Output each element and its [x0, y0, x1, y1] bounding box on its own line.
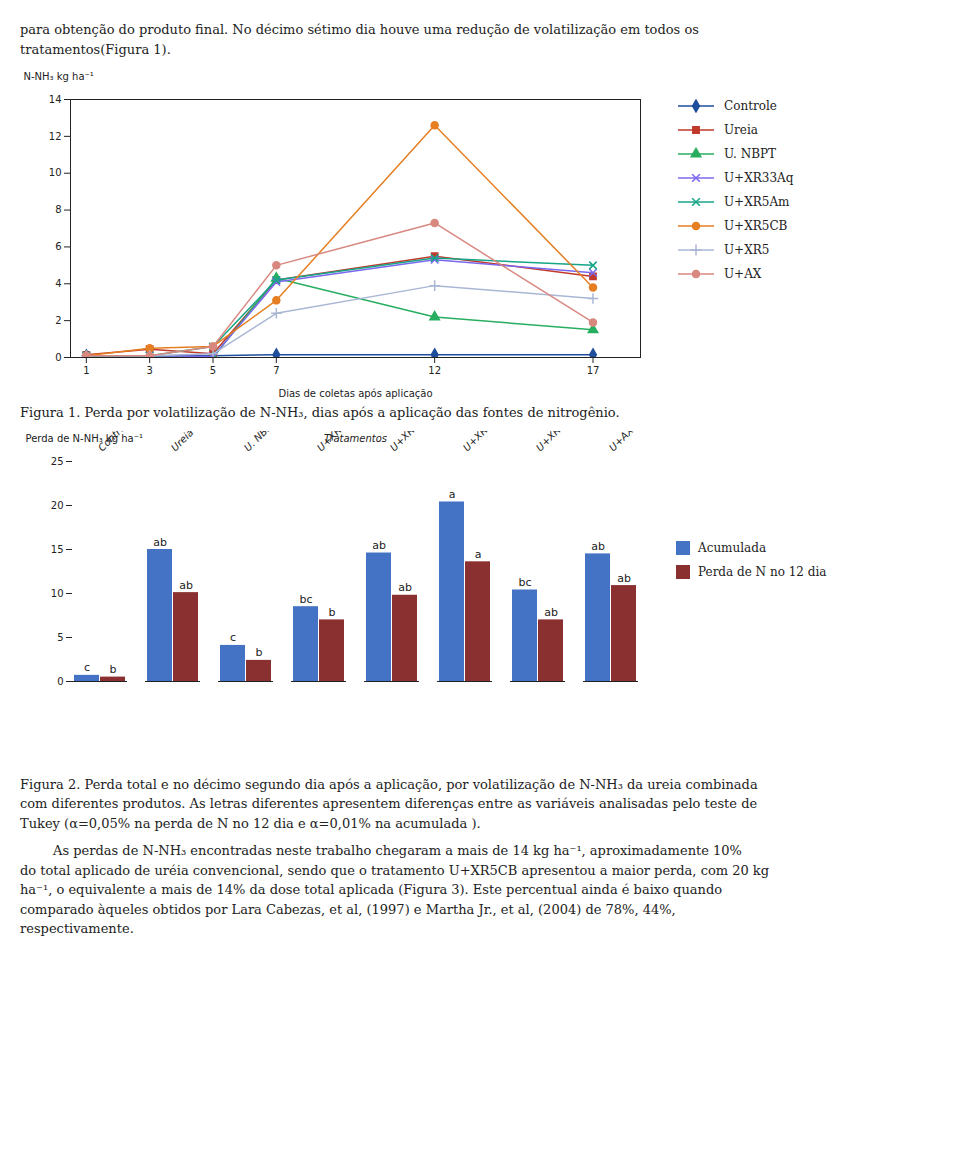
svg-text:c: c	[230, 631, 236, 644]
svg-text:6: 6	[55, 241, 61, 252]
html-text:Figura 2. Perda total e no déc: Figura 2. Perda total e no décimo segund…	[20, 776, 758, 831]
svg-text:b: b	[110, 663, 117, 676]
svg-text:U+XR5Am: U+XR5Am	[388, 431, 433, 453]
html-text:As perdas de N-NH₃ encontradas: As perdas de N-NH₃ encontradas neste tra…	[20, 843, 770, 936]
svg-text:U+XR5: U+XR5	[534, 431, 567, 453]
svg-text:ab: ab	[617, 571, 631, 584]
svg-text:ab: ab	[179, 578, 193, 591]
svg-text:10: 10	[51, 587, 64, 598]
svg-text:5: 5	[57, 631, 63, 642]
svg-text:b: b	[256, 646, 263, 659]
svg-text:bc: bc	[299, 592, 312, 605]
html-text:Figura 1. Perda por volatiliza: Figura 1. Perda por volatilização de N-N…	[20, 405, 620, 420]
html-text:U+XR5: U+XR5	[724, 243, 770, 257]
svg-text:U+AX: U+AX	[607, 431, 636, 453]
html-text:Ureia: Ureia	[724, 123, 758, 137]
svg-text:3: 3	[146, 365, 152, 376]
svg-text:Dias de coletas após aplicação: Dias de coletas após aplicação	[278, 388, 432, 399]
svg-text:bc: bc	[518, 575, 531, 588]
svg-text:U+XR5CB: U+XR5CB	[461, 431, 504, 453]
svg-text:Tratamentos: Tratamentos	[324, 432, 387, 443]
html-text:Acumulada: Acumulada	[698, 540, 767, 555]
svg-text:Perda de N-NH₃ kg ha⁻¹: Perda de N-NH₃ kg ha⁻¹	[26, 432, 143, 443]
svg-text:7: 7	[273, 365, 279, 376]
svg-text:4: 4	[55, 278, 61, 289]
html-text:U+XR5Am: U+XR5Am	[724, 195, 790, 209]
svg-text:a: a	[449, 487, 456, 500]
svg-text:c: c	[84, 661, 90, 674]
svg-text:12: 12	[49, 131, 62, 142]
svg-text:10: 10	[49, 167, 62, 178]
svg-text:ab: ab	[591, 539, 605, 552]
svg-text:0: 0	[57, 675, 63, 686]
svg-text:20: 20	[51, 499, 64, 510]
svg-text:2: 2	[55, 315, 61, 326]
svg-text:14: 14	[49, 94, 62, 105]
svg-text:8: 8	[55, 204, 61, 215]
svg-text:N-NH₃ kg ha⁻¹: N-NH₃ kg ha⁻¹	[24, 71, 94, 82]
html-text:Controle: Controle	[724, 99, 777, 113]
svg-text:b: b	[329, 605, 336, 618]
svg-text:ab: ab	[372, 539, 386, 552]
html-text:U. NBPT: U. NBPT	[724, 147, 776, 161]
html-text:U+AX: U+AX	[724, 267, 762, 281]
svg-text:ab: ab	[398, 581, 412, 594]
svg-text:0: 0	[55, 352, 61, 363]
svg-text:17: 17	[587, 365, 600, 376]
svg-text:15: 15	[51, 543, 64, 554]
svg-text:U. NBPT: U. NBPT	[242, 431, 279, 453]
html-text:U+XR5CB: U+XR5CB	[724, 219, 788, 233]
html-text:para obtenção do produto final: para obtenção do produto final. No décim…	[20, 22, 699, 57]
html-text:Perda de N no 12 dia: Perda de N no 12 dia	[698, 564, 827, 579]
svg-text:Ureia: Ureia	[169, 431, 196, 453]
svg-text:1: 1	[83, 365, 89, 376]
html-text:U+XR33Aq: U+XR33Aq	[724, 171, 794, 185]
svg-text:ab: ab	[153, 535, 167, 548]
svg-text:12: 12	[428, 365, 441, 376]
svg-text:a: a	[475, 547, 482, 560]
svg-text:25: 25	[51, 455, 64, 466]
svg-text:ab: ab	[544, 605, 558, 618]
svg-text:5: 5	[210, 365, 216, 376]
